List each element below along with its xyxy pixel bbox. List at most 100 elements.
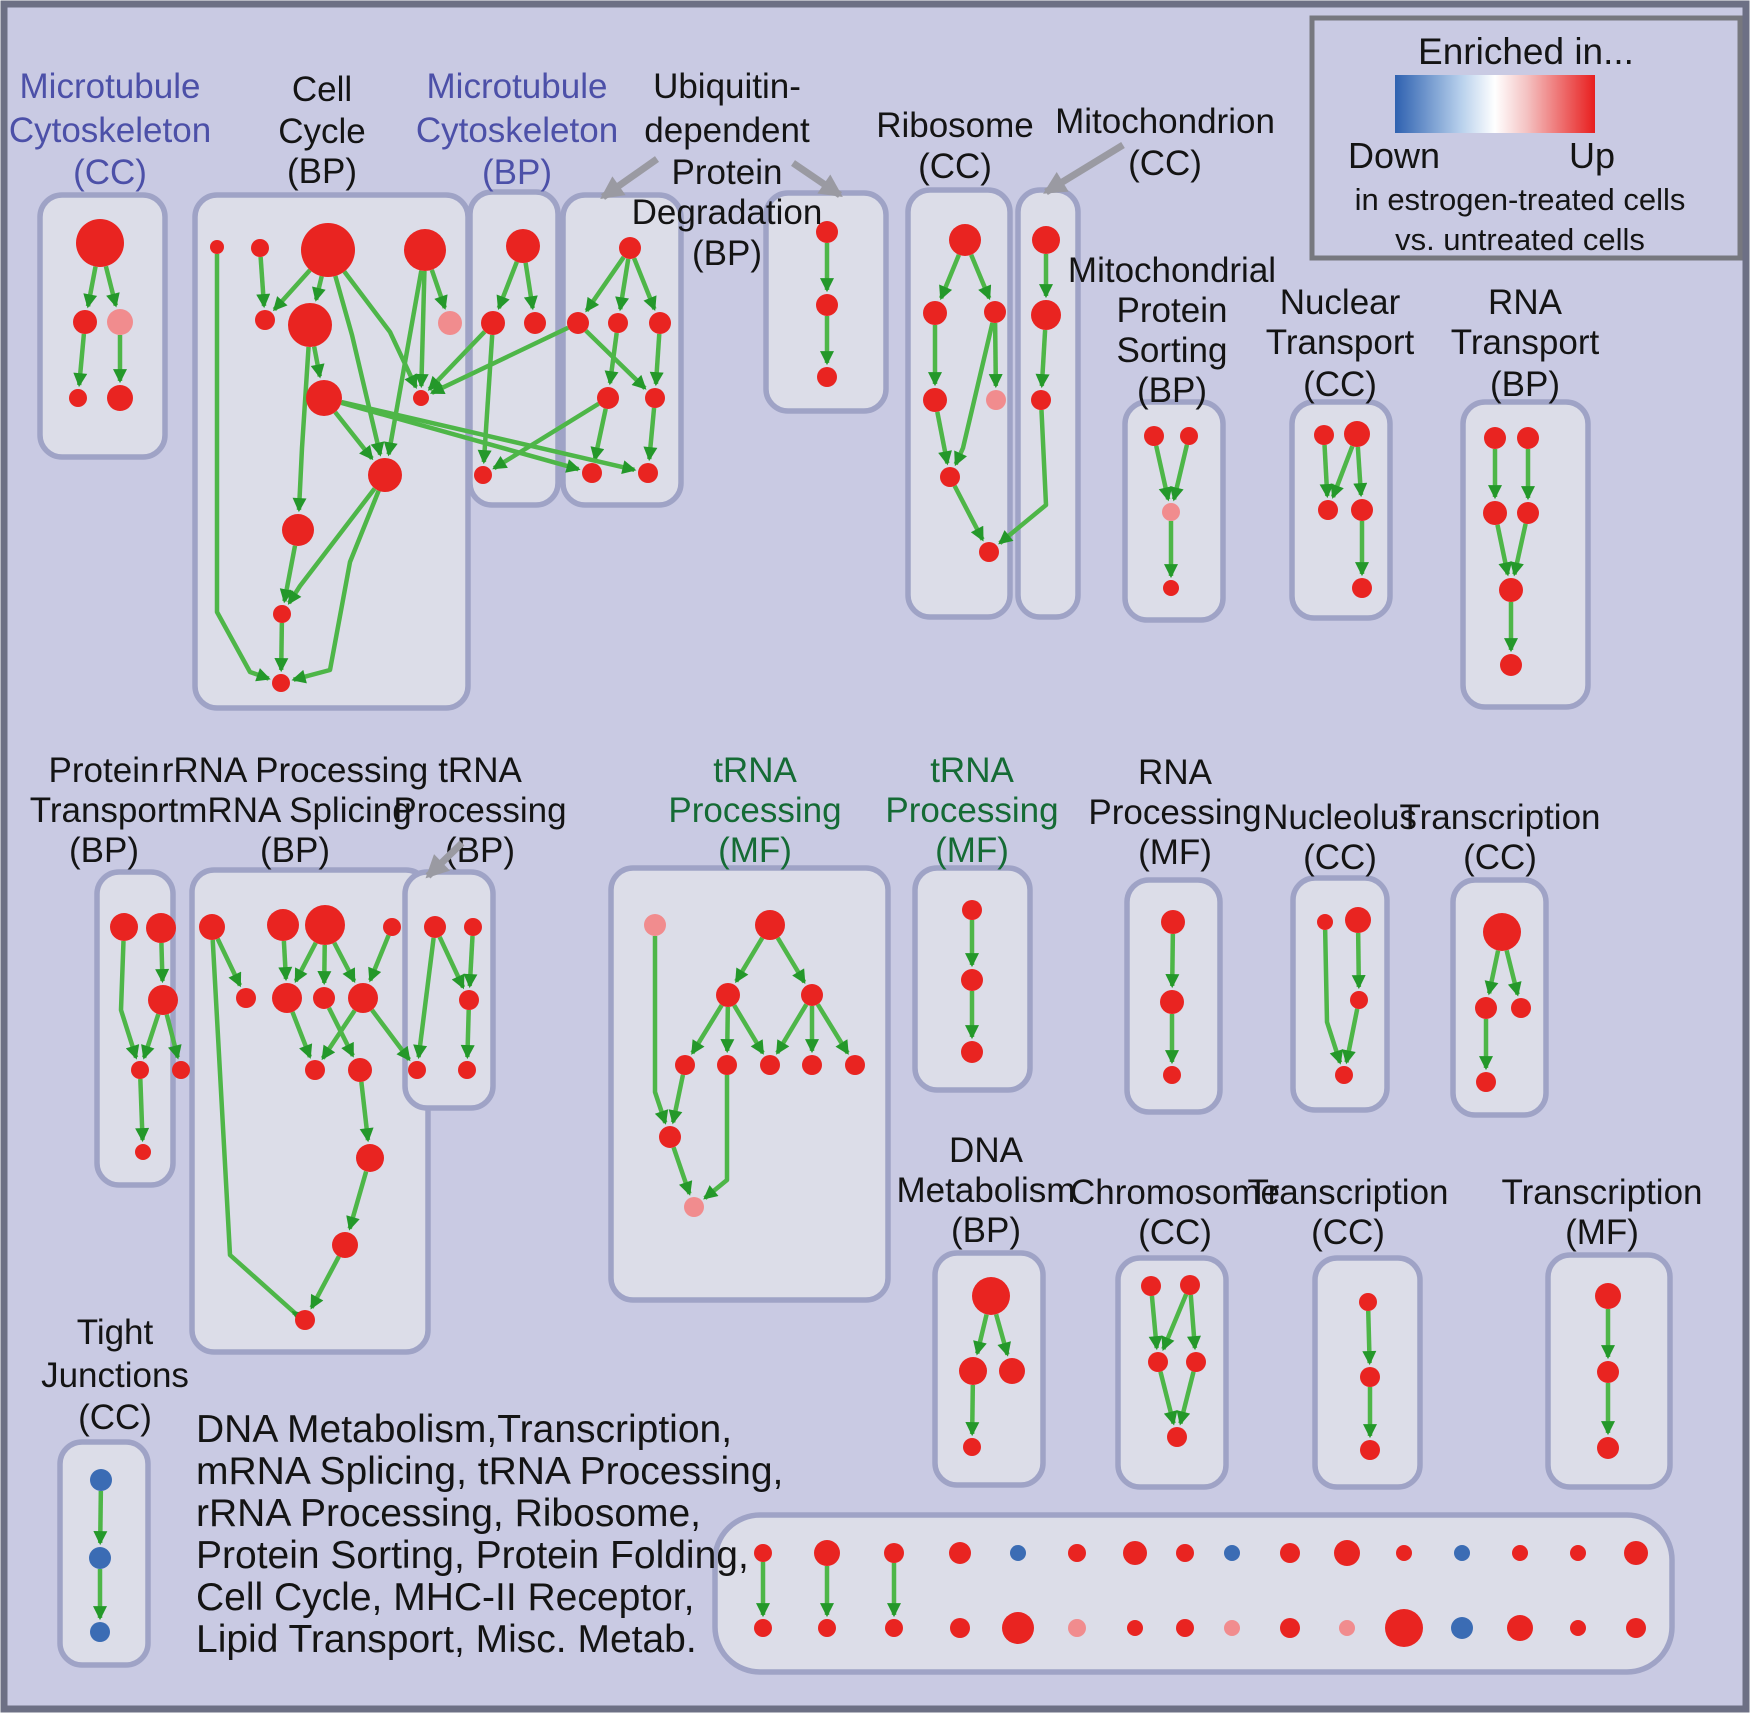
cell-cycle-edge-2-8 — [342, 270, 418, 390]
microtubule-cc-node-4 — [107, 385, 133, 411]
trna-bp-node-3 — [408, 1061, 426, 1079]
misc-terms-box — [712, 1512, 1675, 1675]
legend-gradient-bar — [1395, 75, 1595, 133]
trna-mf-large-node-3 — [801, 984, 823, 1006]
rrna-mrna-node-11 — [332, 1232, 358, 1258]
trna-mf-large-edge-3-8 — [815, 1003, 850, 1055]
cell-cycle-node-4 — [255, 310, 275, 330]
dna-metabolism-edge-0-2 — [993, 1313, 1011, 1357]
microtubule-cc-label-line-0: Microtubule — [20, 67, 201, 106]
rna-processing-mf-label-line-1: Processing — [1088, 793, 1261, 832]
rrna-mrna-node-12 — [295, 1310, 315, 1330]
microtubule-cc-edge-0-2 — [103, 265, 120, 308]
rrna-mrna-node-7 — [348, 983, 378, 1013]
rna-transport-label-line-2: (BP) — [1490, 365, 1560, 404]
trna-bp-edge-1-2 — [463, 935, 478, 989]
ubiquitin-degradation-node-6 — [582, 463, 602, 483]
rna-processing-mf-label-line-2: (MF) — [1138, 833, 1212, 872]
label-pointer-arrow-3 — [425, 840, 465, 879]
misc-terms-node-0 — [754, 1544, 772, 1562]
transcription-cc-upper-node-1 — [1475, 997, 1497, 1019]
misc-terms-node-13 — [1512, 1545, 1528, 1561]
ubiquitin-degradation-2-node-1 — [816, 294, 838, 316]
misc-terms-node-24 — [1224, 1620, 1240, 1636]
misc-terms-node-5 — [1068, 1544, 1086, 1562]
ubiquitin-degradation-edge-4-6 — [590, 408, 608, 462]
protein-transport-edge-1-2 — [155, 942, 170, 984]
mito-protein-sorting-label-line-0: Mitochondrial — [1068, 251, 1276, 290]
protein-transport-edge-2-3 — [141, 1013, 161, 1060]
annotation-line-3: Protein Sorting, Protein Folding, — [196, 1534, 749, 1577]
cell-cycle-label-line-0: Cell — [292, 70, 352, 109]
annotation-line-5: Lipid Transport, Misc. Metab. — [196, 1618, 697, 1661]
rna-processing-mf-label-line-0: RNA — [1138, 753, 1213, 792]
nucleolus-node-0 — [1317, 914, 1333, 930]
rrna-mrna-node-1 — [267, 909, 299, 941]
transcription-cc-upper-node-3 — [1476, 1072, 1496, 1092]
misc-terms-node-11 — [1396, 1545, 1412, 1561]
transcription-cc-upper-box — [1450, 877, 1549, 1118]
trna-mf-large-edge-2-5 — [720, 1006, 735, 1054]
trna-mf-large-node-1 — [755, 910, 785, 940]
nuclear-transport-label-line-2: (CC) — [1303, 365, 1377, 404]
misc-terms-node-4 — [1010, 1545, 1026, 1561]
ubiquitin-degradation-edge-0-3 — [631, 257, 657, 312]
transcription-cc-upper-label-line-0: Transcription — [1400, 798, 1601, 837]
dna-metabolism-node-2 — [999, 1358, 1025, 1384]
chromosome-node-2 — [1148, 1352, 1168, 1372]
ubiquitin-degradation-label-line-4: (BP) — [692, 234, 762, 273]
mitochondrion-edge-1-2 — [1035, 329, 1050, 389]
trna-mf-large-node-8 — [845, 1055, 865, 1075]
ubiquitin-degradation-edge-1-5 — [584, 329, 647, 390]
tight-junctions-edge-0-1 — [93, 1490, 108, 1546]
misc-terms-node-15 — [1624, 1541, 1648, 1565]
misc-terms-node-22 — [1127, 1620, 1143, 1636]
legend-title: Enriched in... — [1418, 31, 1634, 72]
nuclear-transport-label-line-0: Nuclear — [1280, 283, 1401, 322]
dna-metabolism-edge-1-3 — [965, 1384, 980, 1437]
trna-mf-large-node-2 — [716, 983, 740, 1007]
nucleolus-node-2 — [1350, 991, 1368, 1009]
cell-cycle-edge-7-9 — [333, 410, 374, 461]
chromosome-label-line-1: (CC) — [1138, 1213, 1212, 1252]
microtubule-cc-edge-0-1 — [83, 266, 98, 309]
trna-mf-small-label-line-2: (MF) — [935, 831, 1009, 870]
trna-mf-large-node-6 — [760, 1055, 780, 1075]
nucleolus-label-line-0: Nucleolus — [1263, 798, 1417, 837]
legend-down-label: Down — [1348, 135, 1440, 176]
dna-metabolism-edge-0-1 — [973, 1313, 989, 1356]
misc-terms-node-10 — [1334, 1540, 1360, 1566]
rrna-mrna-node-9 — [348, 1058, 372, 1082]
chromosome-node-0 — [1141, 1276, 1161, 1296]
misc-terms-node-18 — [885, 1619, 903, 1637]
chromosome-edge-1-2 — [1161, 1293, 1189, 1352]
trna-bp-node-0 — [424, 916, 446, 938]
misc-terms-node-28 — [1451, 1617, 1473, 1639]
rna-processing-mf-node-0 — [1161, 910, 1185, 934]
ubiquitin-degradation-2-node-2 — [817, 367, 837, 387]
mito-protein-sorting-node-0 — [1144, 426, 1164, 446]
label-pointer-arrow-0 — [600, 156, 660, 200]
rrna-mrna-edge-0-4 — [215, 937, 242, 988]
trna-mf-large-label-line-0: tRNA — [713, 751, 797, 790]
cell-cycle-node-11 — [273, 605, 291, 623]
ubiquitin-degradation-label-line-1: dependent — [644, 111, 810, 150]
microtubule-bp-edge-0-2 — [523, 262, 538, 311]
dna-metabolism-label-line-2: (BP) — [951, 1211, 1021, 1250]
rrna-mrna-node-0 — [199, 914, 225, 940]
nuclear-transport-node-4 — [1352, 578, 1372, 598]
misc-terms-node-30 — [1570, 1620, 1586, 1636]
transcription-cc-upper-node-0 — [1483, 913, 1521, 951]
ribosome-node-4 — [986, 390, 1006, 410]
chromosome-box — [1115, 1255, 1229, 1490]
trna-mf-small-node-2 — [961, 1041, 983, 1063]
rna-transport-edge-3-4 — [1510, 523, 1528, 577]
ribosome-edge-2-4 — [988, 322, 1003, 389]
ribosome-node-0 — [949, 224, 981, 256]
tight-junctions-node-2 — [90, 1622, 110, 1642]
annotation-line-1: mRNA Splicing, tRNA Processing, — [196, 1450, 783, 1493]
nucleolus-edge-1-2 — [1351, 932, 1366, 990]
misc-terms-node-19 — [950, 1618, 970, 1638]
trna-mf-large-edge-4-9 — [668, 1074, 686, 1125]
cross-link-cell-cycle-ubiquitin-degradation-0 — [340, 400, 581, 473]
